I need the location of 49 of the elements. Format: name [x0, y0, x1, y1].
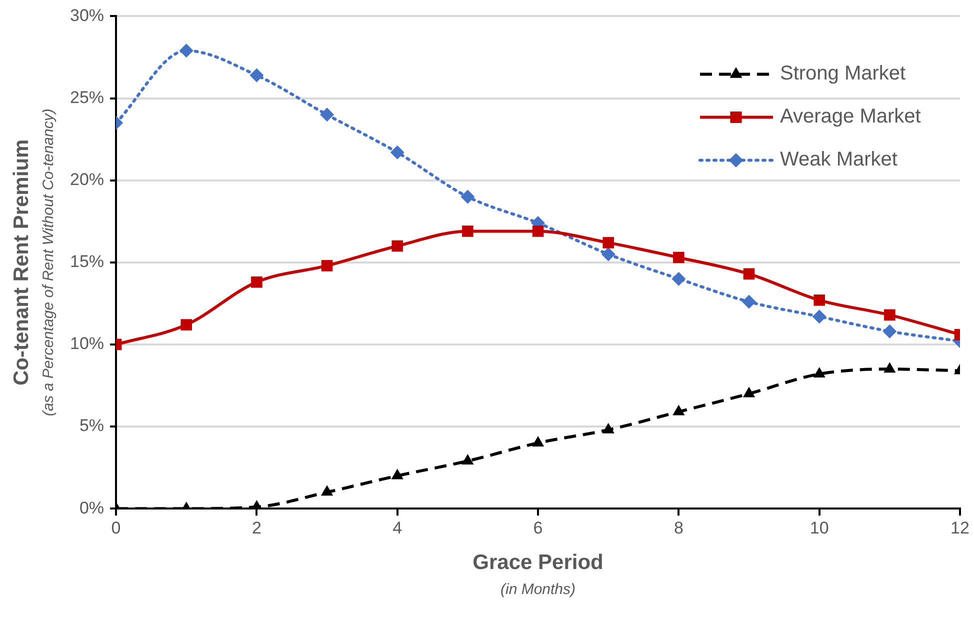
point	[812, 310, 826, 324]
x-tick-label: 6	[533, 518, 543, 538]
x-tick-label: 2	[252, 518, 262, 538]
y-tick-label: 15%	[70, 252, 104, 272]
legend-label: Average Market	[780, 106, 922, 128]
x-axis-title: Grace Period (in Months)	[472, 550, 604, 598]
point	[391, 468, 404, 480]
y-tick-label: 20%	[70, 170, 104, 190]
legend-label: Weak Market	[780, 148, 898, 171]
point	[672, 272, 686, 286]
x-tick-label: 12	[950, 518, 970, 538]
point	[742, 294, 756, 309]
point	[392, 240, 404, 252]
point	[320, 485, 334, 496]
point	[462, 226, 474, 237]
x-tick-label: 8	[674, 518, 684, 538]
point	[673, 252, 684, 264]
point	[390, 145, 404, 160]
point	[884, 309, 896, 321]
point	[532, 436, 544, 446]
y-tick-label: 5%	[79, 416, 104, 436]
point	[321, 260, 333, 272]
point	[743, 268, 755, 280]
x-tick-label: 4	[392, 518, 402, 538]
point	[179, 44, 194, 58]
point	[320, 108, 334, 122]
point	[251, 276, 262, 288]
y-tick-label: 30%	[70, 6, 104, 25]
point	[462, 454, 474, 464]
point	[882, 324, 897, 338]
point	[813, 367, 826, 378]
y-tick-label: 0%	[79, 498, 104, 518]
point	[602, 237, 614, 248]
legend-label: Strong Market	[780, 62, 906, 85]
point	[672, 404, 685, 416]
y-tick-label: 10%	[70, 334, 104, 354]
x-tick-label: 0	[111, 518, 121, 538]
point	[814, 294, 825, 306]
point	[532, 226, 544, 237]
point	[602, 422, 614, 434]
point	[460, 190, 475, 204]
point	[250, 68, 264, 82]
point	[742, 386, 756, 398]
point	[180, 319, 192, 330]
y-axis-title: Co-tenant Rent Premium (as a Percentage of Rent Without Co-tenancy)	[10, 108, 58, 416]
y-tick-label: 25%	[70, 88, 104, 107]
point	[884, 362, 896, 373]
point	[601, 247, 616, 262]
x-tick-label: 10	[810, 518, 829, 538]
